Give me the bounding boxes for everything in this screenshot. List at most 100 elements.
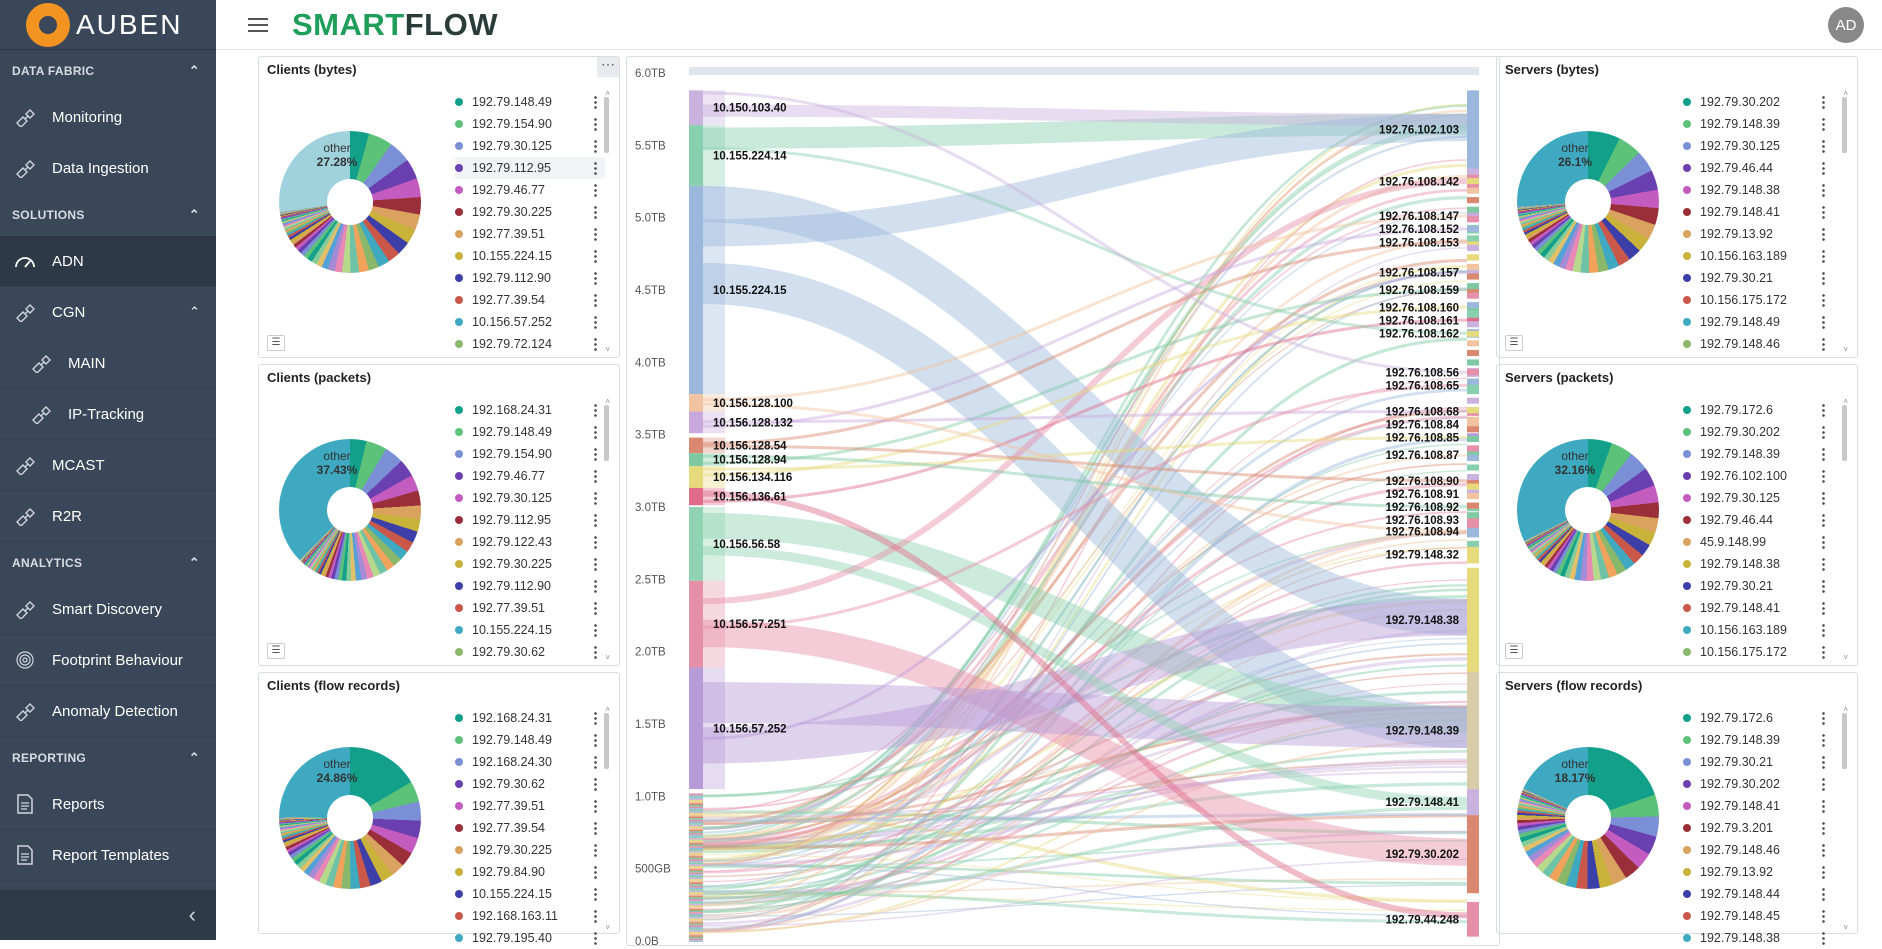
kebab-menu-icon[interactable] xyxy=(594,425,597,439)
sankey-target-node[interactable] xyxy=(1467,484,1479,490)
legend-item[interactable]: 192.79.30.225 xyxy=(455,839,605,861)
sidebar-item-smart-discovery[interactable]: Smart Discovery xyxy=(0,584,216,635)
legend-item[interactable]: 192.79.30.21 xyxy=(1683,751,1833,773)
sankey-source-node[interactable] xyxy=(689,828,703,830)
sankey-source-node[interactable] xyxy=(689,919,703,921)
sankey-source-node[interactable] xyxy=(689,815,703,817)
legend-item[interactable]: 192.79.112.90 xyxy=(455,267,605,289)
sankey-target-node[interactable] xyxy=(1467,264,1479,270)
sankey-source-node[interactable] xyxy=(689,438,703,454)
sankey-source-node[interactable] xyxy=(689,927,703,929)
hamburger-menu-icon[interactable] xyxy=(248,18,268,32)
kebab-menu-icon[interactable] xyxy=(594,865,597,879)
kebab-menu-icon[interactable] xyxy=(1822,887,1825,901)
sankey-source-node[interactable] xyxy=(689,800,703,802)
legend-item[interactable]: 192.79.148.39 xyxy=(1683,443,1833,465)
sankey-source-node[interactable] xyxy=(689,929,703,931)
sankey-source-node[interactable] xyxy=(689,920,703,922)
legend-item[interactable]: 192.79.30.125 xyxy=(1683,135,1833,157)
sankey-source-node[interactable] xyxy=(689,904,703,906)
sankey-target-node[interactable] xyxy=(1467,245,1479,251)
kebab-menu-icon[interactable] xyxy=(594,755,597,769)
sankey-source-node[interactable] xyxy=(689,394,703,411)
kebab-menu-icon[interactable] xyxy=(594,271,597,285)
sankey-target-node[interactable] xyxy=(1467,379,1479,385)
sankey-source-node[interactable] xyxy=(689,896,703,898)
sankey-source-node[interactable] xyxy=(689,934,703,936)
kebab-menu-icon[interactable] xyxy=(1822,557,1825,571)
kebab-menu-icon[interactable] xyxy=(594,403,597,417)
sankey-target-node[interactable] xyxy=(1467,568,1479,672)
sankey-source-node[interactable] xyxy=(689,932,703,934)
sankey-source-node[interactable] xyxy=(689,925,703,927)
sankey-target-node[interactable] xyxy=(1467,789,1479,815)
sankey-source-node[interactable] xyxy=(689,818,703,820)
legend-item[interactable]: 192.77.39.54 xyxy=(455,289,605,311)
sankey-target-node[interactable] xyxy=(1467,331,1479,337)
scroll-up-icon[interactable]: ˄ xyxy=(1843,705,1848,714)
kebab-menu-icon[interactable] xyxy=(1822,579,1825,593)
sankey-source-node[interactable] xyxy=(689,894,703,896)
legend-item[interactable]: 192.79.148.46 xyxy=(1683,839,1833,861)
sankey-target-node[interactable] xyxy=(1467,168,1479,174)
legend-scrollbar[interactable] xyxy=(1842,405,1847,461)
sankey-source-node[interactable] xyxy=(689,453,703,466)
kebab-menu-icon[interactable] xyxy=(1822,755,1825,769)
sankey-source-node[interactable] xyxy=(689,802,703,804)
scroll-down-icon[interactable]: ˅ xyxy=(605,923,610,932)
legend-scrollbar[interactable] xyxy=(1842,713,1847,769)
legend-item[interactable]: 10.155.224.15 xyxy=(455,245,605,267)
sankey-source-node[interactable] xyxy=(689,795,703,797)
pie-chart[interactable]: other 26.1% xyxy=(1517,131,1659,273)
legend-item[interactable]: 192.79.46.44 xyxy=(1683,157,1833,179)
legend-item[interactable]: 192.168.24.30 xyxy=(455,751,605,773)
sankey-source-node[interactable] xyxy=(689,911,703,913)
sankey-source-node[interactable] xyxy=(689,843,703,845)
scroll-up-icon[interactable]: ˄ xyxy=(1843,397,1848,406)
sankey-source-node[interactable] xyxy=(689,879,703,881)
kebab-menu-icon[interactable] xyxy=(1822,733,1825,747)
section-analytics[interactable]: ANALYTICS ⌃ xyxy=(0,542,216,584)
sankey-source-node[interactable] xyxy=(689,581,703,668)
sidebar-item-ip-tracking[interactable]: IP-Tracking xyxy=(0,389,216,440)
kebab-menu-icon[interactable] xyxy=(1822,601,1825,615)
sankey-source-node[interactable] xyxy=(689,881,703,883)
legend-item[interactable]: 192.79.112.95 xyxy=(455,509,605,531)
sankey-target-node[interactable] xyxy=(1467,417,1479,423)
scroll-down-icon[interactable]: ˅ xyxy=(1843,653,1848,662)
sankey-source-node[interactable] xyxy=(689,858,703,860)
sidebar-item-footprint-behaviour[interactable]: Footprint Behaviour xyxy=(0,635,216,686)
legend-item[interactable]: 45.9.148.99 xyxy=(1683,531,1833,553)
kebab-menu-icon[interactable] xyxy=(1822,447,1825,461)
collapse-sidebar-button[interactable]: ‹ xyxy=(0,890,216,940)
sankey-source-node[interactable] xyxy=(689,838,703,840)
sankey-source-node[interactable] xyxy=(689,897,703,899)
kebab-menu-icon[interactable] xyxy=(594,117,597,131)
sankey-source-node[interactable] xyxy=(689,803,703,805)
legend-item[interactable]: 192.79.30.202 xyxy=(1683,91,1833,113)
sidebar-item-monitoring[interactable]: Monitoring xyxy=(0,92,216,143)
legend-item[interactable]: 10.156.175.172 xyxy=(1683,289,1833,311)
kebab-menu-icon[interactable] xyxy=(1822,139,1825,153)
legend-item[interactable]: 192.79.112.95 xyxy=(455,157,605,179)
sankey-source-node[interactable] xyxy=(689,937,703,939)
sankey-source-node[interactable] xyxy=(689,863,703,865)
sankey-source-node[interactable] xyxy=(689,866,703,868)
sankey-source-node[interactable] xyxy=(689,821,703,823)
sankey-target-node[interactable] xyxy=(1467,546,1479,563)
kebab-menu-icon[interactable] xyxy=(594,249,597,263)
legend-item[interactable]: 192.79.30.21 xyxy=(1683,575,1833,597)
legend-item[interactable]: 192.79.30.125 xyxy=(455,487,605,509)
kebab-menu-icon[interactable] xyxy=(1822,315,1825,329)
kebab-menu-icon[interactable] xyxy=(594,601,597,615)
sankey-target-node[interactable] xyxy=(1467,512,1479,518)
sankey-source-node[interactable] xyxy=(689,507,703,581)
sankey-source-node[interactable] xyxy=(689,488,703,505)
scroll-down-icon[interactable]: ˅ xyxy=(1843,923,1848,932)
sankey-target-node[interactable] xyxy=(1467,464,1479,470)
kebab-menu-icon[interactable] xyxy=(594,799,597,813)
sankey-source-node[interactable] xyxy=(689,831,703,833)
legend-item[interactable]: 192.79.72.124 xyxy=(455,333,605,355)
sankey-source-node[interactable] xyxy=(689,807,703,809)
legend-scrollbar[interactable] xyxy=(604,405,609,461)
